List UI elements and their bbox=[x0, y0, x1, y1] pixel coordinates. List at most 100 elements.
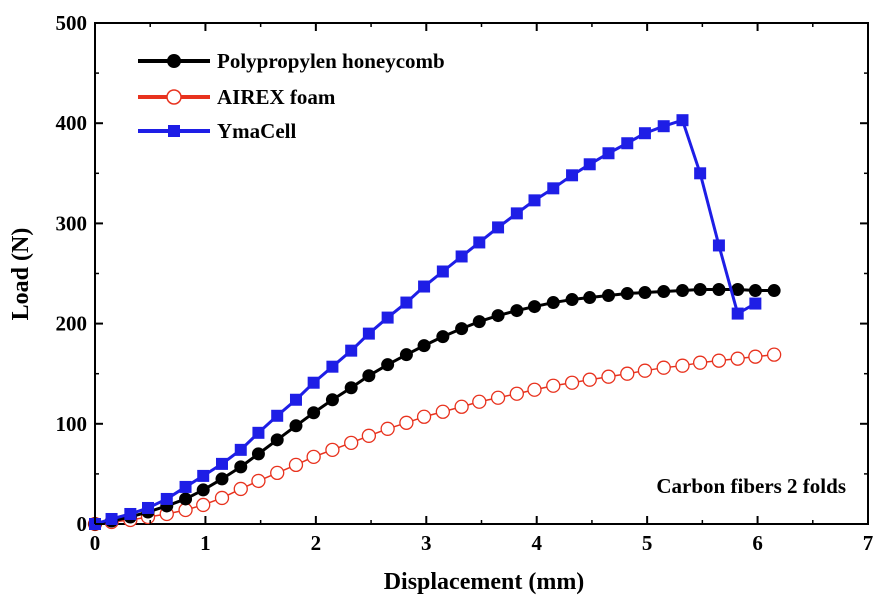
data-point-polypropylen-honeycomb bbox=[620, 287, 634, 301]
data-point-polypropylen-honeycomb bbox=[491, 309, 505, 323]
data-point-ymacell bbox=[160, 492, 173, 505]
data-point-ymacell bbox=[731, 307, 744, 320]
data-point-airex-foam bbox=[251, 473, 266, 489]
data-point-airex-foam bbox=[454, 399, 469, 414]
y-axis-title: Load (N) bbox=[8, 228, 34, 321]
data-point-polypropylen-honeycomb bbox=[307, 406, 321, 420]
legend-label-airex: AIREX foam bbox=[217, 85, 336, 109]
data-point-airex-foam bbox=[490, 390, 506, 405]
data-point-airex-foam bbox=[435, 404, 451, 419]
data-point-polypropylen-honeycomb bbox=[675, 284, 689, 298]
data-point-polypropylen-honeycomb bbox=[270, 433, 284, 447]
data-point-airex-foam bbox=[416, 409, 432, 424]
data-point-airex-foam bbox=[270, 465, 285, 481]
data-point-airex-foam bbox=[196, 497, 211, 513]
data-point-airex-foam bbox=[601, 369, 616, 384]
data-point-airex-foam bbox=[380, 421, 395, 436]
data-point-ymacell bbox=[271, 409, 284, 422]
data-point-polypropylen-honeycomb bbox=[510, 304, 524, 318]
data-point-polypropylen-honeycomb bbox=[234, 460, 248, 474]
data-point-airex-foam bbox=[564, 375, 580, 390]
data-point-ymacell bbox=[418, 280, 431, 293]
data-point-polypropylen-honeycomb bbox=[417, 339, 431, 353]
y-tick-label: 0 bbox=[77, 512, 88, 536]
x-tick-label: 5 bbox=[642, 531, 653, 555]
x-tick-label: 6 bbox=[752, 531, 763, 555]
data-point-airex-foam bbox=[233, 481, 248, 497]
data-point-airex-foam bbox=[748, 349, 763, 364]
data-point-polypropylen-honeycomb bbox=[565, 293, 579, 307]
data-point-ymacell bbox=[400, 296, 413, 309]
legend-item-polypropylen: Polypropylen honeycomb bbox=[138, 49, 445, 73]
data-point-ymacell bbox=[455, 250, 468, 263]
y-tick-label: 200 bbox=[56, 312, 88, 336]
data-point-airex-foam bbox=[325, 442, 340, 458]
data-point-ymacell bbox=[583, 158, 596, 171]
data-point-ymacell bbox=[234, 443, 247, 456]
data-point-ymacell bbox=[326, 360, 339, 373]
y-tick-label: 400 bbox=[56, 111, 88, 135]
data-point-airex-foam bbox=[675, 358, 690, 373]
legend-marker-polypropylen bbox=[167, 54, 181, 68]
data-point-airex-foam bbox=[692, 355, 708, 370]
data-point-ymacell bbox=[749, 297, 762, 310]
data-point-ymacell bbox=[307, 376, 320, 389]
data-point-polypropylen-honeycomb bbox=[693, 283, 707, 297]
x-tick-label: 1 bbox=[200, 531, 211, 555]
data-point-polypropylen-honeycomb bbox=[638, 286, 652, 300]
x-axis-title: Displacement (mm) bbox=[384, 569, 585, 595]
y-tick-label: 300 bbox=[56, 211, 88, 235]
data-point-ymacell bbox=[252, 426, 265, 439]
data-point-polypropylen-honeycomb bbox=[196, 483, 210, 497]
data-point-polypropylen-honeycomb bbox=[767, 284, 781, 298]
data-point-polypropylen-honeycomb bbox=[712, 283, 726, 297]
data-point-polypropylen-honeycomb bbox=[601, 289, 615, 303]
data-point-polypropylen-honeycomb bbox=[179, 492, 193, 506]
data-point-airex-foam bbox=[711, 353, 727, 368]
data-point-airex-foam bbox=[288, 457, 304, 473]
data-point-airex-foam bbox=[527, 382, 542, 397]
data-point-polypropylen-honeycomb bbox=[455, 322, 469, 336]
data-point-polypropylen-honeycomb bbox=[344, 381, 358, 395]
data-point-airex-foam bbox=[214, 490, 230, 506]
legend-marker-airex bbox=[166, 89, 182, 105]
data-point-polypropylen-honeycomb bbox=[381, 358, 395, 372]
data-point-airex-foam bbox=[582, 372, 597, 387]
x-tick-label: 7 bbox=[863, 531, 874, 555]
series-line-airex-foam bbox=[94, 353, 775, 525]
data-point-airex-foam bbox=[620, 366, 635, 381]
data-point-ymacell bbox=[492, 221, 505, 234]
data-point-polypropylen-honeycomb bbox=[731, 283, 745, 297]
data-point-ymacell bbox=[638, 127, 651, 140]
data-point-polypropylen-honeycomb bbox=[436, 330, 450, 344]
x-tick-label: 2 bbox=[311, 531, 322, 555]
x-tick-label: 0 bbox=[90, 531, 101, 555]
data-point-ymacell bbox=[566, 169, 579, 182]
data-point-airex-foam bbox=[730, 351, 745, 366]
data-point-polypropylen-honeycomb bbox=[748, 284, 762, 298]
data-point-ymacell bbox=[621, 137, 634, 150]
data-point-polypropylen-honeycomb bbox=[399, 348, 413, 362]
legend: Polypropylen honeycomb AIREX foam YmaCel… bbox=[138, 49, 445, 143]
data-point-ymacell bbox=[179, 480, 192, 493]
data-point-airex-foam bbox=[656, 360, 671, 375]
data-point-ymacell bbox=[473, 236, 486, 249]
legend-item-ymacell: YmaCell bbox=[138, 119, 296, 143]
data-point-ymacell bbox=[510, 207, 523, 220]
data-point-ymacell bbox=[712, 239, 725, 252]
data-point-airex-foam bbox=[344, 435, 359, 450]
legend-marker-ymacell bbox=[168, 125, 180, 137]
legend-label-polypropylen: Polypropylen honeycomb bbox=[217, 49, 445, 73]
data-point-airex-foam bbox=[509, 386, 524, 401]
data-point-airex-foam bbox=[399, 415, 414, 430]
data-point-polypropylen-honeycomb bbox=[215, 472, 229, 486]
y-tick-label: 100 bbox=[56, 412, 88, 436]
data-point-ymacell bbox=[602, 147, 615, 160]
data-point-polypropylen-honeycomb bbox=[528, 300, 542, 314]
data-point-ymacell bbox=[215, 457, 228, 470]
x-tick-label: 3 bbox=[421, 531, 432, 555]
plot-frame bbox=[94, 22, 869, 525]
data-point-ymacell bbox=[676, 114, 689, 127]
data-point-airex-foam bbox=[361, 428, 377, 443]
